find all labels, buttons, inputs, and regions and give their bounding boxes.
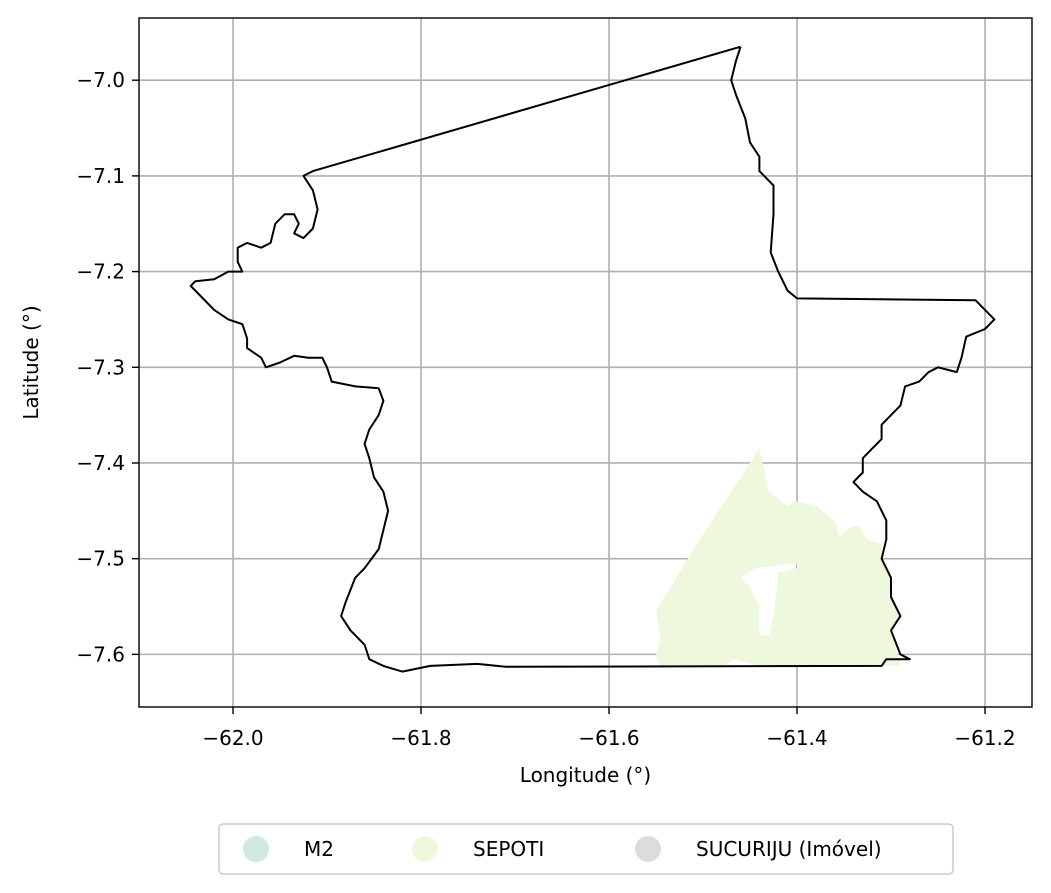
y-tick-label: −7.5 bbox=[76, 547, 125, 571]
y-tick-label: −7.4 bbox=[76, 451, 125, 475]
legend-marker bbox=[635, 836, 661, 862]
x-tick-label: −61.6 bbox=[578, 726, 639, 750]
legend: M2 SEPOTI SUCURIJU (Imóvel) bbox=[218, 823, 954, 875]
legend-label: SUCURIJU (Imóvel) bbox=[696, 837, 882, 861]
x-tick-label: −61.4 bbox=[766, 726, 827, 750]
legend-frame bbox=[218, 823, 954, 875]
x-tick-label: −61.2 bbox=[954, 726, 1015, 750]
tick-layer: −62.0 −61.8 −61.6 −61.4 −61.2 −7.0 −7.1 −7.2 −7.… bbox=[76, 68, 1015, 750]
x-tick-label: −62.0 bbox=[202, 726, 263, 750]
legend-label: M2 bbox=[304, 837, 334, 861]
region-sepoti bbox=[656, 448, 901, 667]
x-axis-label: Longitude (°) bbox=[520, 763, 651, 787]
boundary-layer bbox=[189, 45, 996, 673]
y-tick-label: −7.3 bbox=[76, 355, 125, 379]
legend-item: SEPOTI bbox=[412, 836, 544, 862]
legend-label: SEPOTI bbox=[473, 837, 544, 861]
legend-item: M2 bbox=[243, 836, 334, 862]
y-tick-label: −7.0 bbox=[76, 68, 125, 92]
municipality-boundary bbox=[189, 45, 996, 673]
legend-marker bbox=[243, 836, 269, 862]
region-layer bbox=[656, 448, 901, 667]
legend-item: SUCURIJU (Imóvel) bbox=[635, 836, 882, 862]
legend-marker bbox=[412, 836, 438, 862]
grid bbox=[139, 18, 1032, 707]
x-tick-label: −61.8 bbox=[390, 726, 451, 750]
y-tick-label: −7.1 bbox=[76, 164, 125, 188]
y-tick-label: −7.6 bbox=[76, 642, 125, 666]
plot-area-frame bbox=[138, 17, 1033, 708]
y-axis-label: Latitude (°) bbox=[19, 305, 43, 419]
y-tick-label: −7.2 bbox=[76, 260, 125, 284]
